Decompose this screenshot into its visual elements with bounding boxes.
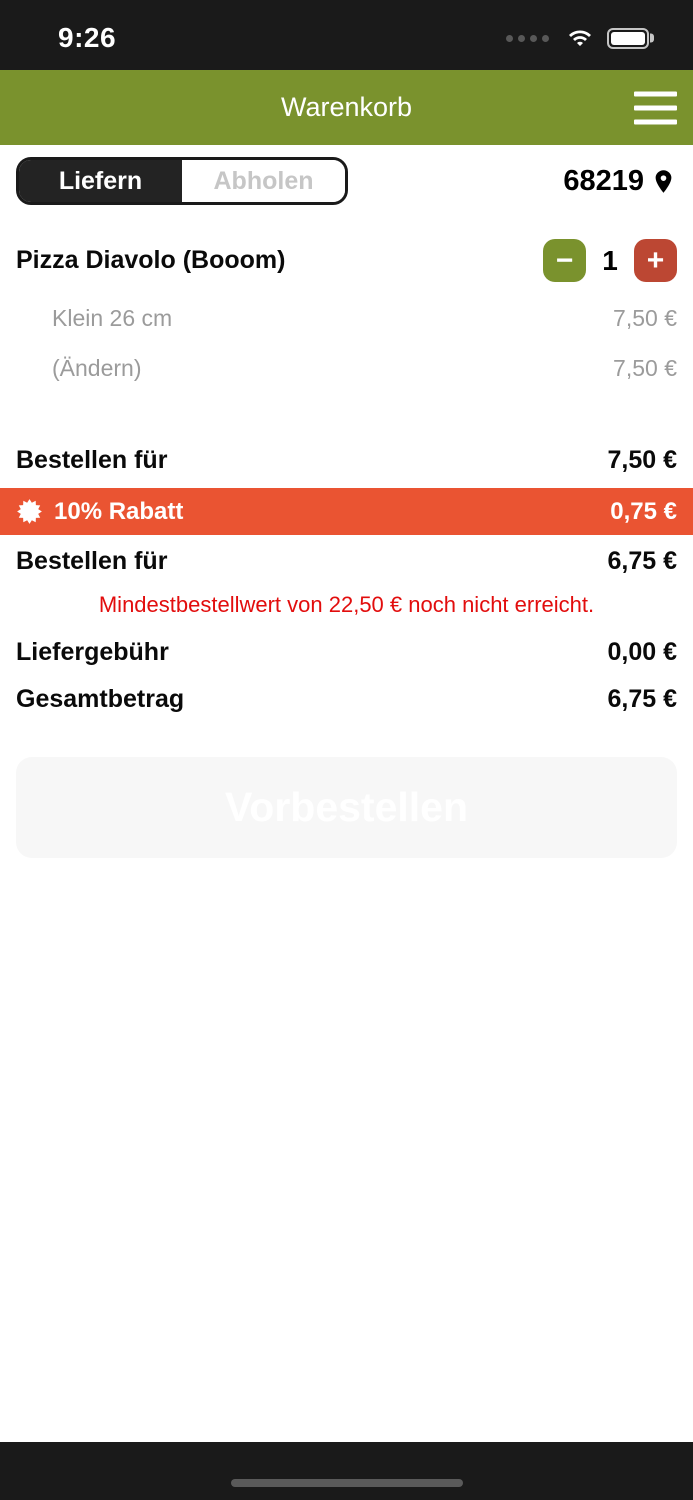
grand-total-value: 6,75 € <box>607 685 677 713</box>
toggle-pickup[interactable]: Abholen <box>182 160 345 202</box>
page-title: Warenkorb <box>280 92 413 122</box>
item-option-row: (Ändern) 7,50 € <box>16 355 677 382</box>
discount-value: 0,75 € <box>610 497 677 525</box>
delivery-fee-value: 0,00 € <box>607 638 677 666</box>
discounted-total-label: Bestellen für <box>16 547 168 575</box>
cart-item-row: Pizza Diavolo (Booom) − 1 + <box>16 239 677 282</box>
app-header: Warenkorb <box>0 70 693 145</box>
option-price: 7,50 € <box>613 305 677 331</box>
option-change-link[interactable]: (Ändern) <box>52 355 142 381</box>
discount-burst-icon <box>17 499 42 524</box>
delivery-location[interactable]: 68219 <box>563 165 677 198</box>
zip-code: 68219 <box>563 164 644 197</box>
order-type-row: Liefern Abholen 68219 <box>16 157 677 205</box>
cart-content: Liefern Abholen 68219 Pizza Diavolo (Boo… <box>0 157 693 858</box>
subtotal-row: Bestellen für 7,50 € <box>16 446 677 475</box>
subtotal-label: Bestellen für <box>16 446 168 474</box>
menu-icon[interactable] <box>634 82 677 133</box>
discounted-total-value: 6,75 € <box>607 547 677 575</box>
wifi-icon <box>569 30 591 46</box>
status-icons <box>506 26 654 50</box>
home-indicator[interactable] <box>230 1479 463 1487</box>
quantity-stepper: − 1 + <box>543 239 677 282</box>
item-option-row: Klein 26 cm 7,50 € <box>16 305 677 332</box>
battery-icon <box>607 27 654 49</box>
toggle-delivery[interactable]: Liefern <box>19 160 182 202</box>
option-price: 7,50 € <box>613 355 677 381</box>
order-type-toggle: Liefern Abholen <box>16 157 348 205</box>
discount-banner: 10% Rabatt 0,75 € <box>0 488 693 535</box>
preorder-button[interactable]: Vorbestellen <box>16 757 677 858</box>
bottom-bar <box>0 1442 693 1500</box>
delivery-fee-label: Liefergebühr <box>16 638 169 666</box>
quantity-value: 1 <box>602 244 618 276</box>
item-name: Pizza Diavolo (Booom) <box>16 246 286 274</box>
minimum-order-warning: Mindestbestellwert von 22,50 € noch nich… <box>98 592 595 617</box>
delivery-fee-row: Liefergebühr 0,00 € <box>16 638 677 667</box>
subtotal-value: 7,50 € <box>607 446 677 474</box>
decrease-quantity-button[interactable]: − <box>543 239 586 282</box>
discounted-total-row: Bestellen für 6,75 € <box>16 547 677 576</box>
discount-label: 10% Rabatt <box>54 497 184 525</box>
location-pin-icon <box>655 169 672 193</box>
increase-quantity-button[interactable]: + <box>634 239 677 282</box>
clock: 9:26 <box>58 22 117 53</box>
cellular-signal-icon <box>506 34 549 42</box>
grand-total-label: Gesamtbetrag <box>16 685 185 713</box>
option-label: Klein 26 cm <box>52 305 173 331</box>
grand-total-row: Gesamtbetrag 6,75 € <box>16 685 677 714</box>
status-bar: 9:26 <box>0 0 693 70</box>
